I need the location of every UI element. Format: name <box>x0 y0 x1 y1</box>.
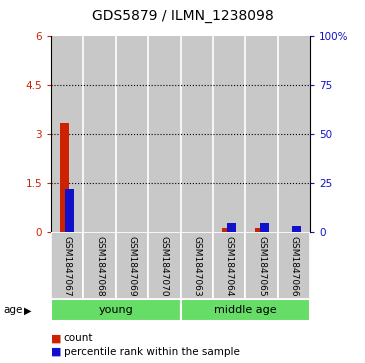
Text: GSM1847064: GSM1847064 <box>225 236 234 296</box>
Bar <box>84 36 116 232</box>
Bar <box>51 299 181 321</box>
Bar <box>278 36 310 232</box>
Bar <box>65 189 74 232</box>
Text: ■: ■ <box>51 333 62 343</box>
Bar <box>255 228 264 232</box>
Text: GSM1847063: GSM1847063 <box>192 236 201 296</box>
Bar <box>227 223 236 232</box>
Text: GSM1847069: GSM1847069 <box>128 236 137 296</box>
Bar <box>116 36 148 232</box>
Text: percentile rank within the sample: percentile rank within the sample <box>64 347 240 357</box>
Bar <box>181 299 310 321</box>
Text: GSM1847070: GSM1847070 <box>160 236 169 296</box>
Bar <box>116 232 148 299</box>
Text: age: age <box>4 305 23 315</box>
Text: GSM1847067: GSM1847067 <box>63 236 72 296</box>
Bar <box>51 36 84 232</box>
Text: GSM1847068: GSM1847068 <box>95 236 104 296</box>
Bar <box>60 123 69 232</box>
Text: middle age: middle age <box>214 305 277 315</box>
Bar <box>222 228 231 232</box>
Text: GSM1847065: GSM1847065 <box>257 236 266 296</box>
Bar <box>213 232 245 299</box>
Bar <box>84 232 116 299</box>
Bar <box>181 232 213 299</box>
Bar <box>181 36 213 232</box>
Bar <box>245 232 278 299</box>
Bar <box>278 232 310 299</box>
Text: ▶: ▶ <box>24 305 31 315</box>
Bar <box>51 232 84 299</box>
Text: ■: ■ <box>51 347 62 357</box>
Text: young: young <box>99 305 133 315</box>
Text: count: count <box>64 333 93 343</box>
Bar <box>245 36 278 232</box>
Bar <box>260 223 269 232</box>
Text: GDS5879 / ILMN_1238098: GDS5879 / ILMN_1238098 <box>92 9 273 23</box>
Bar <box>148 232 181 299</box>
Text: GSM1847066: GSM1847066 <box>289 236 299 296</box>
Bar <box>292 227 301 232</box>
Bar <box>148 36 181 232</box>
Bar <box>213 36 245 232</box>
